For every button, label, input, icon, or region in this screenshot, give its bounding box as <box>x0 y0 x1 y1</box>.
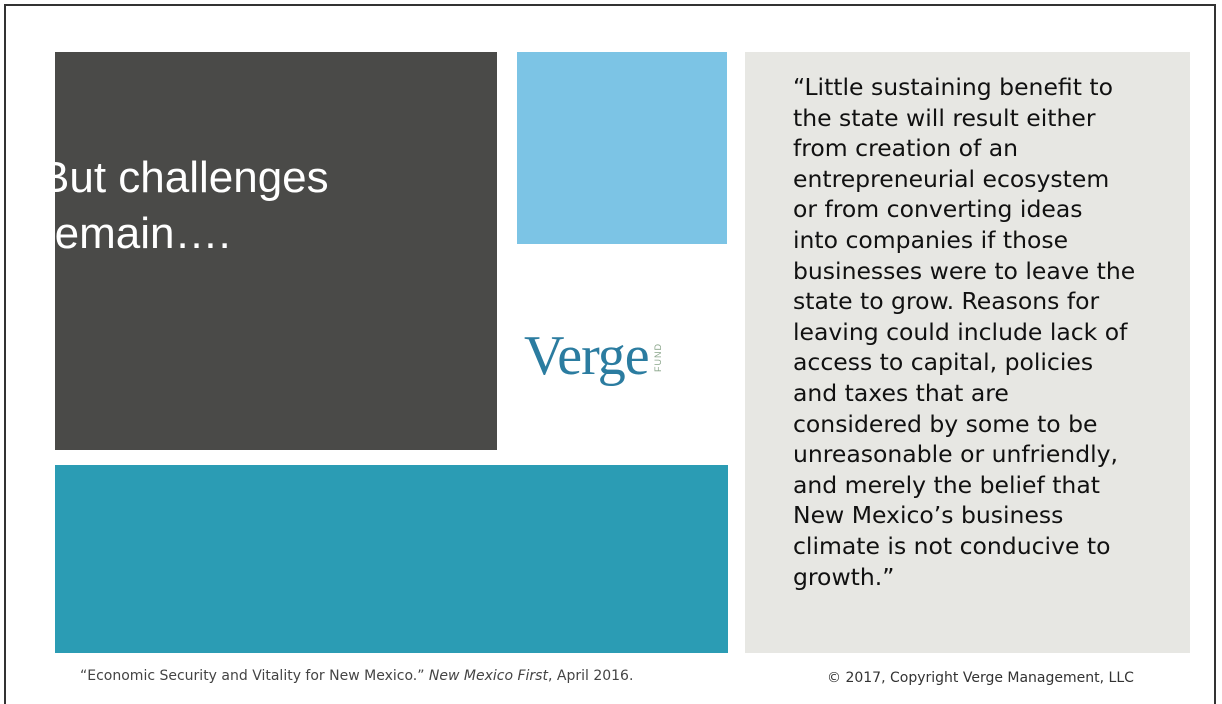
dark-panel <box>55 52 497 450</box>
slide-title: But challenges remain…. <box>40 153 329 258</box>
quote-line: “Little sustaining benefit to <box>793 73 1113 101</box>
quote-line: into companies if those <box>793 225 1069 254</box>
citation-text: “Economic Security and Vitality for New … <box>80 668 429 684</box>
quote-panel <box>745 52 1190 653</box>
quote-line: businesses were to leave the <box>793 256 1136 285</box>
light-blue-block <box>517 52 727 244</box>
citation: “Economic Security and Vitality for New … <box>80 668 633 684</box>
quote: “Little sustaining benefit to the state w… <box>793 72 1135 592</box>
quote-line: leaving could include lack of <box>793 317 1128 346</box>
quote-line: considered by some to be <box>793 409 1098 438</box>
citation-text: , April 2016. <box>547 668 634 684</box>
quote-line: entrepreneurial ecosystem <box>793 164 1110 193</box>
copyright: © 2017, Copyright Verge Management, LLC <box>827 670 1134 686</box>
quote-line: from creation of an <box>793 134 1018 163</box>
quote-line: access to capital, policies <box>793 348 1094 377</box>
quote-line: unreasonable or unfriendly, <box>793 440 1119 469</box>
citation-source: New Mexico First <box>428 668 548 684</box>
quote-line: climate is not conducive to <box>793 531 1111 560</box>
logo: Verge FUND <box>524 306 663 386</box>
quote-line: state to grow. Reasons for <box>793 287 1100 316</box>
quote-line: New Mexico’s business <box>793 501 1064 530</box>
logo-sub: FUND <box>652 343 663 372</box>
slide-frame <box>4 4 1216 704</box>
teal-block <box>55 465 728 653</box>
logo-word: Verge <box>524 325 650 387</box>
quote-line: growth.” <box>793 562 895 591</box>
quote-line: or from converting ideas <box>793 195 1083 224</box>
quote-line: and taxes that are <box>793 378 1009 407</box>
quote-line: the state will result either <box>793 103 1096 132</box>
quote-line: and merely the belief that <box>793 470 1100 499</box>
